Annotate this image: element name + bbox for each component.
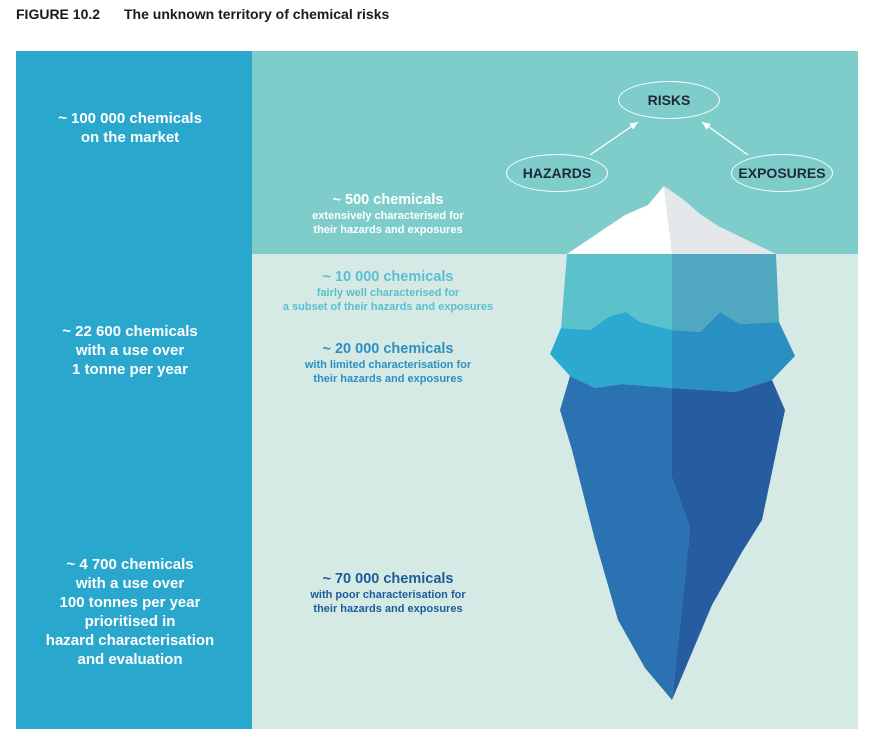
left-block-market: ~ 100 000 chemicals on the market — [16, 109, 244, 147]
tier-poor-sub: their hazards and exposures — [313, 603, 463, 615]
left-block-1-tonne-line: with a use over — [75, 342, 185, 359]
left-block-1-tonne-line: 1 tonne per year — [72, 361, 188, 378]
tier-poor: ~ 70 000 chemicals with poor characteris… — [243, 570, 533, 616]
figure-number: FIGURE 10.2 — [16, 6, 101, 22]
tier-limited: ~ 20 000 chemicals with limited characte… — [243, 340, 533, 386]
node-hazards: HAZARDS — [506, 154, 608, 192]
left-block-100-tonnes-line: with a use over — [75, 575, 185, 592]
figure-title: The unknown territory of chemical risks — [124, 6, 390, 22]
tier-limited-sub: their hazards and exposures — [313, 373, 463, 385]
tier-poor-sub: with poor characterisation for — [310, 589, 466, 601]
left-block-100-tonnes-line: ~ 4 700 chemicals — [66, 556, 194, 573]
node-exposures-label: EXPOSURES — [738, 165, 826, 181]
iceberg-band-middle-right — [672, 312, 795, 392]
iceberg-band-upper-left — [561, 254, 672, 330]
node-risks-label: RISKS — [647, 92, 691, 108]
tier-extensive-title: ~ 500 chemicals — [332, 192, 444, 208]
arrow-hazards-to-risks — [589, 121, 639, 156]
figure-header: FIGURE 10.2 The unknown territory of chem… — [16, 6, 389, 22]
iceberg-band-middle-left — [550, 312, 672, 388]
left-block-100-tonnes: ~ 4 700 chemicals with a use over 100 to… — [16, 555, 244, 669]
tier-fairly-well-sub: a subset of their hazards and exposures — [282, 301, 494, 313]
tier-fairly-well-sub: fairly well characterised for — [316, 287, 460, 299]
left-block-100-tonnes-line: and evaluation — [77, 651, 183, 668]
tier-fairly-well-title: ~ 10 000 chemicals — [322, 269, 454, 285]
left-panel: ~ 100 000 chemicals on the market ~ 22 6… — [16, 51, 252, 729]
iceberg-body-right — [672, 380, 785, 700]
left-block-100-tonnes-line: hazard characterisation — [45, 632, 215, 649]
tier-extensive-sub: their hazards and exposures — [313, 224, 463, 236]
left-block-100-tonnes-line: prioritised in — [84, 613, 176, 630]
iceberg-band-upper-right — [672, 254, 779, 332]
left-block-market-line: ~ 100 000 chemicals — [58, 110, 202, 127]
iceberg-tip-right — [664, 186, 776, 254]
left-block-market-line: on the market — [80, 129, 180, 146]
node-exposures: EXPOSURES — [731, 154, 833, 192]
tier-poor-title: ~ 70 000 chemicals — [322, 571, 454, 587]
iceberg-body-left — [560, 376, 690, 700]
left-block-100-tonnes-line: 100 tonnes per year — [59, 594, 201, 611]
iceberg-tip-left — [567, 186, 672, 254]
arrow-exposures-to-risks — [701, 121, 749, 156]
node-risks: RISKS — [618, 81, 720, 119]
tier-fairly-well: ~ 10 000 chemicals fairly well character… — [243, 268, 533, 314]
tier-limited-sub: with limited characterisation for — [304, 359, 472, 371]
tier-extensive: ~ 500 chemicals extensively characterise… — [243, 191, 533, 237]
left-block-1-tonne-line: ~ 22 600 chemicals — [62, 323, 198, 340]
above-water-area — [252, 51, 858, 254]
tier-limited-title: ~ 20 000 chemicals — [322, 341, 454, 357]
node-hazards-label: HAZARDS — [522, 165, 592, 181]
tier-extensive-sub: extensively characterised for — [312, 210, 464, 222]
left-block-1-tonne: ~ 22 600 chemicals with a use over 1 ton… — [16, 322, 244, 379]
